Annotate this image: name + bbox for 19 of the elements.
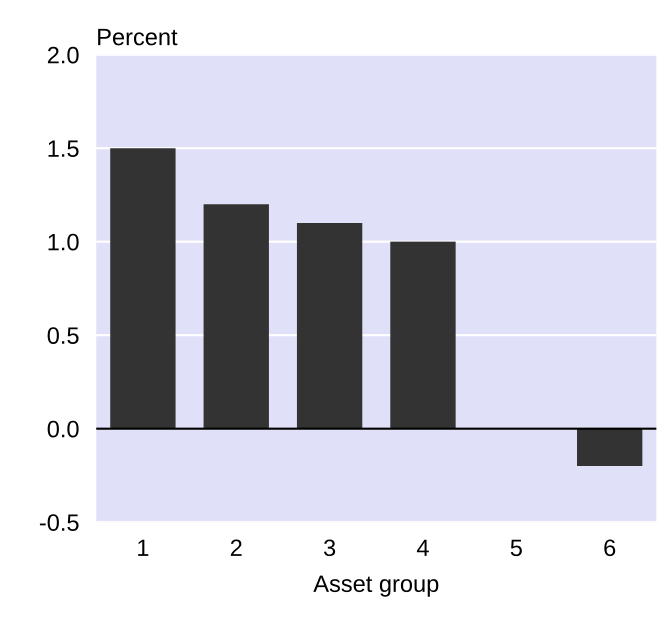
x-tick-label: 3 bbox=[324, 539, 336, 556]
y-tick-label: -0.5 bbox=[40, 514, 79, 531]
y-tick-label: 0.0 bbox=[48, 420, 79, 438]
y-tick-label: 2.0 bbox=[48, 46, 79, 64]
bar bbox=[390, 242, 456, 429]
bar bbox=[204, 204, 269, 429]
bar bbox=[577, 428, 642, 466]
bar bbox=[296, 222, 362, 429]
bar bbox=[110, 148, 176, 429]
y-tick-label: 1.0 bbox=[48, 234, 79, 250]
x-tick-label: 2 bbox=[230, 539, 242, 556]
y-tick-label: 1.5 bbox=[48, 140, 79, 157]
x-tick-label: 5 bbox=[510, 540, 522, 556]
y-axis-title: Percent bbox=[98, 28, 178, 46]
x-tick-label: 4 bbox=[416, 540, 429, 556]
x-tick-label: 1 bbox=[138, 540, 148, 556]
x-axis-title: Asset group bbox=[313, 576, 438, 597]
y-tick-label: 0.5 bbox=[48, 327, 79, 344]
x-tick-label: 6 bbox=[604, 539, 616, 556]
